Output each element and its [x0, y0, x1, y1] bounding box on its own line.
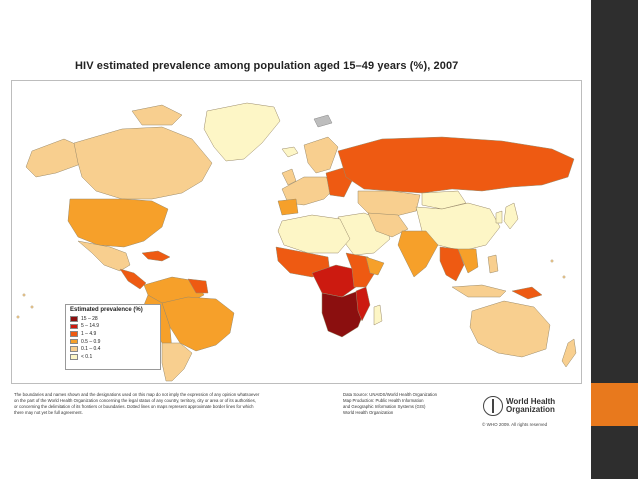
legend-swatch: [70, 346, 78, 352]
region-central-america: [119, 268, 147, 290]
region-iceland: [281, 146, 299, 158]
region-australia: [469, 300, 551, 358]
source-line: World Health Organization: [343, 410, 394, 415]
region-madagascar: [373, 304, 383, 326]
region-mexico: [77, 240, 131, 272]
region-uk: [281, 168, 297, 186]
legend-item: 15 – 28: [70, 315, 156, 323]
region-usa: [67, 198, 169, 248]
region-horn-of-africa: [365, 256, 385, 276]
disclaimer-line: or concerning the delimitation of its fr…: [14, 404, 254, 409]
legend-label: 1 – 4.9: [81, 330, 97, 337]
region-central-asia: [357, 190, 421, 218]
legend-label: 15 – 28: [81, 315, 98, 322]
legend-swatch: [70, 331, 78, 337]
source-line: and Geographic Information Systems (GIS): [343, 404, 426, 409]
region-scandinavia: [303, 136, 339, 174]
region-iran: [367, 212, 409, 238]
who-name-line1: World Health: [506, 397, 556, 406]
region-korea: [495, 210, 503, 224]
source-line: Data Source: UNAIDS/World Health Organiz…: [343, 392, 438, 397]
legend-swatch: [70, 338, 78, 345]
legend-item: 0.5 – 0.9: [70, 338, 156, 346]
island-dot: [550, 259, 554, 263]
region-guianas: [187, 278, 209, 294]
legend-swatch: [70, 323, 78, 330]
map-svg: [16, 102, 577, 382]
island-dot: [562, 275, 566, 279]
who-copyright: © WHO 2009. All rights reserved: [482, 422, 548, 427]
legend-item: 1 – 4.9: [70, 330, 156, 338]
island-dot: [30, 305, 34, 309]
region-canada-islands: [131, 104, 183, 126]
legend-item: 5 – 14.9: [70, 323, 156, 331]
region-mozambique: [355, 286, 371, 322]
island-dot: [16, 315, 20, 319]
region-canada: [73, 126, 213, 200]
legend-swatch: [70, 354, 78, 360]
island-dot: [22, 293, 26, 297]
legend-label: 0.1 – 0.4: [81, 346, 101, 353]
region-japan: [503, 202, 519, 230]
disclaimer-line: on the part of the World Health Organiza…: [14, 398, 256, 403]
region-no-data-arctic: [313, 114, 333, 128]
who-name-line2: Organization: [506, 405, 555, 414]
region-alaska: [25, 138, 83, 178]
legend-label: < 0.1: [81, 353, 93, 360]
region-iberia: [277, 198, 299, 216]
who-emblem-icon: [483, 396, 503, 416]
region-india: [397, 230, 439, 278]
region-caribbean: [141, 250, 171, 262]
region-southern-africa: [321, 290, 367, 338]
map-legend: Estimated prevalence (%) 15 – 28 5 – 14.9…: [65, 304, 161, 370]
legend-swatch: [70, 316, 78, 322]
region-greenland: [203, 102, 281, 162]
region-southern-cone: [161, 342, 193, 382]
source-line: Map Production: Public Health Informatio…: [343, 398, 424, 403]
legend-items: 15 – 28 5 – 14.9 1 – 4.9 0.5 – 0.9 0.1 – 0.4…: [70, 315, 156, 361]
slide: HIV estimated prevalence among populatio…: [11, 60, 582, 427]
accent-tab: [591, 383, 638, 426]
legend-item: < 0.1: [70, 353, 156, 361]
map-title: HIV estimated prevalence among populatio…: [75, 60, 459, 72]
region-png: [511, 286, 543, 300]
disclaimer-line: there may not yet be full agreement.: [14, 410, 83, 415]
region-new-zealand: [561, 338, 577, 368]
disclaimer-line: The boundaries and names shown and the d…: [14, 392, 260, 397]
who-logo: World Health Organization: [483, 396, 555, 416]
legend-label: 5 – 14.9: [81, 323, 100, 330]
legend-label: 0.5 – 0.9: [81, 338, 101, 345]
source-text: Data Source: UNAIDS/World Health Organiz…: [343, 392, 463, 416]
legend-item: 0.1 – 0.4: [70, 345, 156, 353]
region-brazil: [161, 296, 235, 352]
region-philippines: [487, 254, 499, 274]
region-russia: [337, 136, 575, 194]
region-indochina: [457, 248, 479, 274]
region-north-africa: [277, 214, 351, 254]
disclaimer-text: The boundaries and names shown and the d…: [14, 392, 324, 416]
region-indonesia: [451, 284, 507, 298]
legend-title: Estimated prevalence (%): [70, 307, 143, 313]
